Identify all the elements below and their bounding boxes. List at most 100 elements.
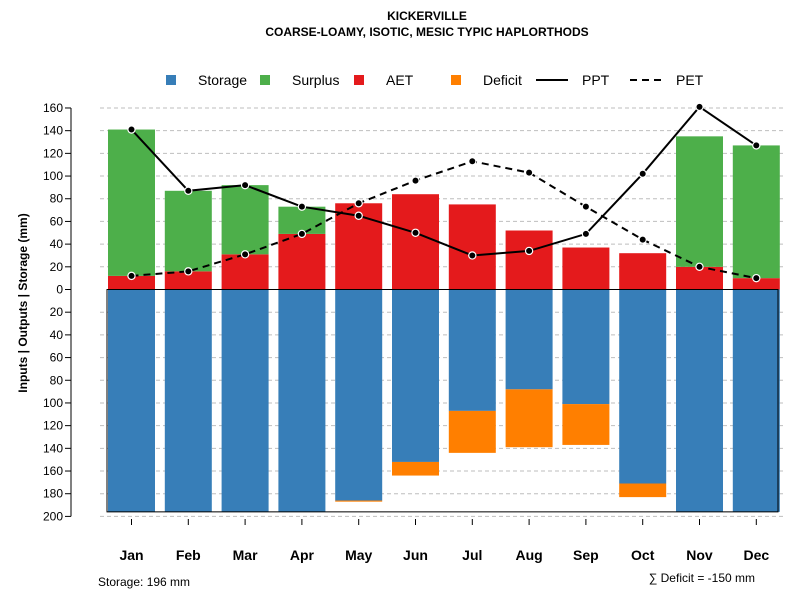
ppt-point-apr bbox=[297, 202, 307, 211]
aet-bar-jun bbox=[392, 194, 439, 290]
surplus-bar-apr bbox=[278, 206, 326, 234]
pet-point-jan bbox=[127, 271, 136, 281]
storage-bar-aug bbox=[505, 289, 553, 390]
legend-label-deficit: Deficit bbox=[483, 72, 522, 88]
y-tick-label: 20 bbox=[50, 260, 64, 274]
legend-swatch-aet bbox=[354, 75, 364, 85]
aet-bar-apr bbox=[278, 233, 326, 290]
deficit-bar-jun bbox=[392, 461, 439, 476]
aet-bar-jul bbox=[448, 204, 496, 290]
ppt-line bbox=[130, 105, 757, 257]
surplus-bar-nov bbox=[676, 136, 723, 267]
y-tick-label: 120 bbox=[43, 419, 63, 433]
y-tick-label: 80 bbox=[50, 373, 64, 387]
ppt-point-jan bbox=[127, 125, 136, 134]
legend-label-pet: PET bbox=[676, 72, 704, 88]
y-tick-label: 100 bbox=[43, 169, 63, 183]
axes: 1601401201008060402002040608010012014016… bbox=[43, 101, 769, 563]
y-axis-label: Inputs | Outputs | Storage (mm) bbox=[16, 213, 30, 392]
aet-bar-oct bbox=[619, 253, 667, 290]
y-tick-label: 60 bbox=[50, 214, 64, 228]
ppt-point-mar bbox=[240, 180, 250, 190]
pet-point-may bbox=[354, 199, 363, 208]
x-tick-label-nov: Nov bbox=[686, 547, 713, 563]
storage-bar-jul bbox=[448, 289, 496, 411]
surplus-bar-mar bbox=[221, 185, 269, 255]
ppt-point-dec bbox=[752, 141, 761, 150]
legend-label-aet: AET bbox=[386, 72, 414, 88]
legend-label-storage: Storage bbox=[198, 72, 247, 88]
storage-note: Storage: 196 mm bbox=[98, 575, 190, 589]
legend-swatch-surplus bbox=[260, 75, 270, 85]
deficit-bar-oct bbox=[619, 483, 667, 498]
surplus-bar-feb bbox=[164, 190, 212, 272]
y-tick-label: 20 bbox=[50, 305, 64, 319]
legend-label-ppt: PPT bbox=[582, 72, 610, 88]
x-tick-label-feb: Feb bbox=[176, 547, 201, 563]
legend-label-surplus: Surplus bbox=[292, 72, 339, 88]
ppt-point-oct bbox=[638, 169, 647, 178]
aet-bar-aug bbox=[505, 230, 553, 290]
bars bbox=[106, 129, 780, 513]
y-tick-label: 160 bbox=[43, 101, 63, 115]
y-tick-label: 140 bbox=[43, 441, 63, 455]
deficit-bar-aug bbox=[505, 389, 553, 448]
x-tick-label-mar: Mar bbox=[233, 547, 258, 563]
pet-point-apr bbox=[297, 229, 307, 239]
ppt-point-sep bbox=[581, 229, 591, 239]
y-tick-label: 60 bbox=[50, 351, 64, 365]
pet-point-jun bbox=[411, 176, 420, 185]
aet-bar-feb bbox=[164, 271, 212, 290]
y-tick-label: 80 bbox=[50, 192, 64, 206]
ppt-point-feb bbox=[184, 186, 193, 195]
y-tick-label: 0 bbox=[56, 283, 63, 297]
pet-point-jul bbox=[468, 157, 477, 166]
storage-bar-may bbox=[335, 289, 383, 501]
x-tick-label-jun: Jun bbox=[403, 547, 428, 563]
y-tick-label: 180 bbox=[43, 487, 63, 501]
y-tick-label: 40 bbox=[50, 328, 64, 342]
aet-bar-jan bbox=[108, 275, 155, 290]
surplus-bar-jan bbox=[108, 129, 155, 276]
ppt-point-jul bbox=[468, 251, 477, 260]
y-tick-label: 100 bbox=[43, 396, 63, 410]
legend-swatch-storage bbox=[166, 75, 176, 85]
aet-bar-sep bbox=[562, 247, 610, 290]
storage-bar-jan bbox=[108, 289, 155, 512]
deficit-bar-jul bbox=[448, 410, 496, 453]
legend-swatch-deficit bbox=[451, 75, 461, 85]
x-tick-label-aug: Aug bbox=[515, 547, 542, 563]
deficit-note: ∑ Deficit = -150 mm bbox=[649, 571, 755, 585]
x-tick-label-may: May bbox=[345, 547, 372, 563]
x-tick-label-dec: Dec bbox=[743, 547, 769, 563]
aet-bar-dec bbox=[732, 278, 780, 290]
y-tick-label: 160 bbox=[43, 464, 63, 478]
legend: Storage Surplus AET Deficit PPT PET bbox=[166, 72, 704, 88]
x-tick-label-apr: Apr bbox=[290, 547, 315, 563]
aet-bar-mar bbox=[221, 254, 269, 290]
pet-point-mar bbox=[240, 250, 250, 259]
surplus-bar-dec bbox=[732, 145, 780, 279]
storage-bar-sep bbox=[562, 289, 610, 405]
pet-point-aug bbox=[524, 168, 534, 177]
storage-bar-oct bbox=[619, 289, 667, 484]
storage-bar-dec bbox=[732, 289, 780, 512]
storage-bar-apr bbox=[278, 289, 326, 512]
ppt-point-aug bbox=[524, 246, 534, 256]
pet-point-dec bbox=[752, 273, 761, 283]
aet-bar-nov bbox=[676, 266, 723, 290]
gridlines bbox=[100, 107, 783, 517]
pet-point-nov bbox=[695, 262, 704, 272]
y-tick-label: 140 bbox=[43, 124, 63, 138]
pet-point-oct bbox=[638, 235, 647, 244]
y-tick-label: 200 bbox=[43, 509, 63, 523]
series-lines bbox=[127, 102, 761, 283]
chart-subtitle: COARSE-LOAMY, ISOTIC, MESIC TYPIC HAPLOR… bbox=[265, 25, 588, 39]
storage-bar-jun bbox=[392, 289, 439, 462]
pet-point-feb bbox=[184, 267, 193, 276]
x-tick-label-jul: Jul bbox=[462, 547, 482, 563]
x-tick-label-sep: Sep bbox=[573, 547, 599, 563]
ppt-point-nov bbox=[695, 102, 704, 112]
x-tick-label-jan: Jan bbox=[119, 547, 143, 563]
